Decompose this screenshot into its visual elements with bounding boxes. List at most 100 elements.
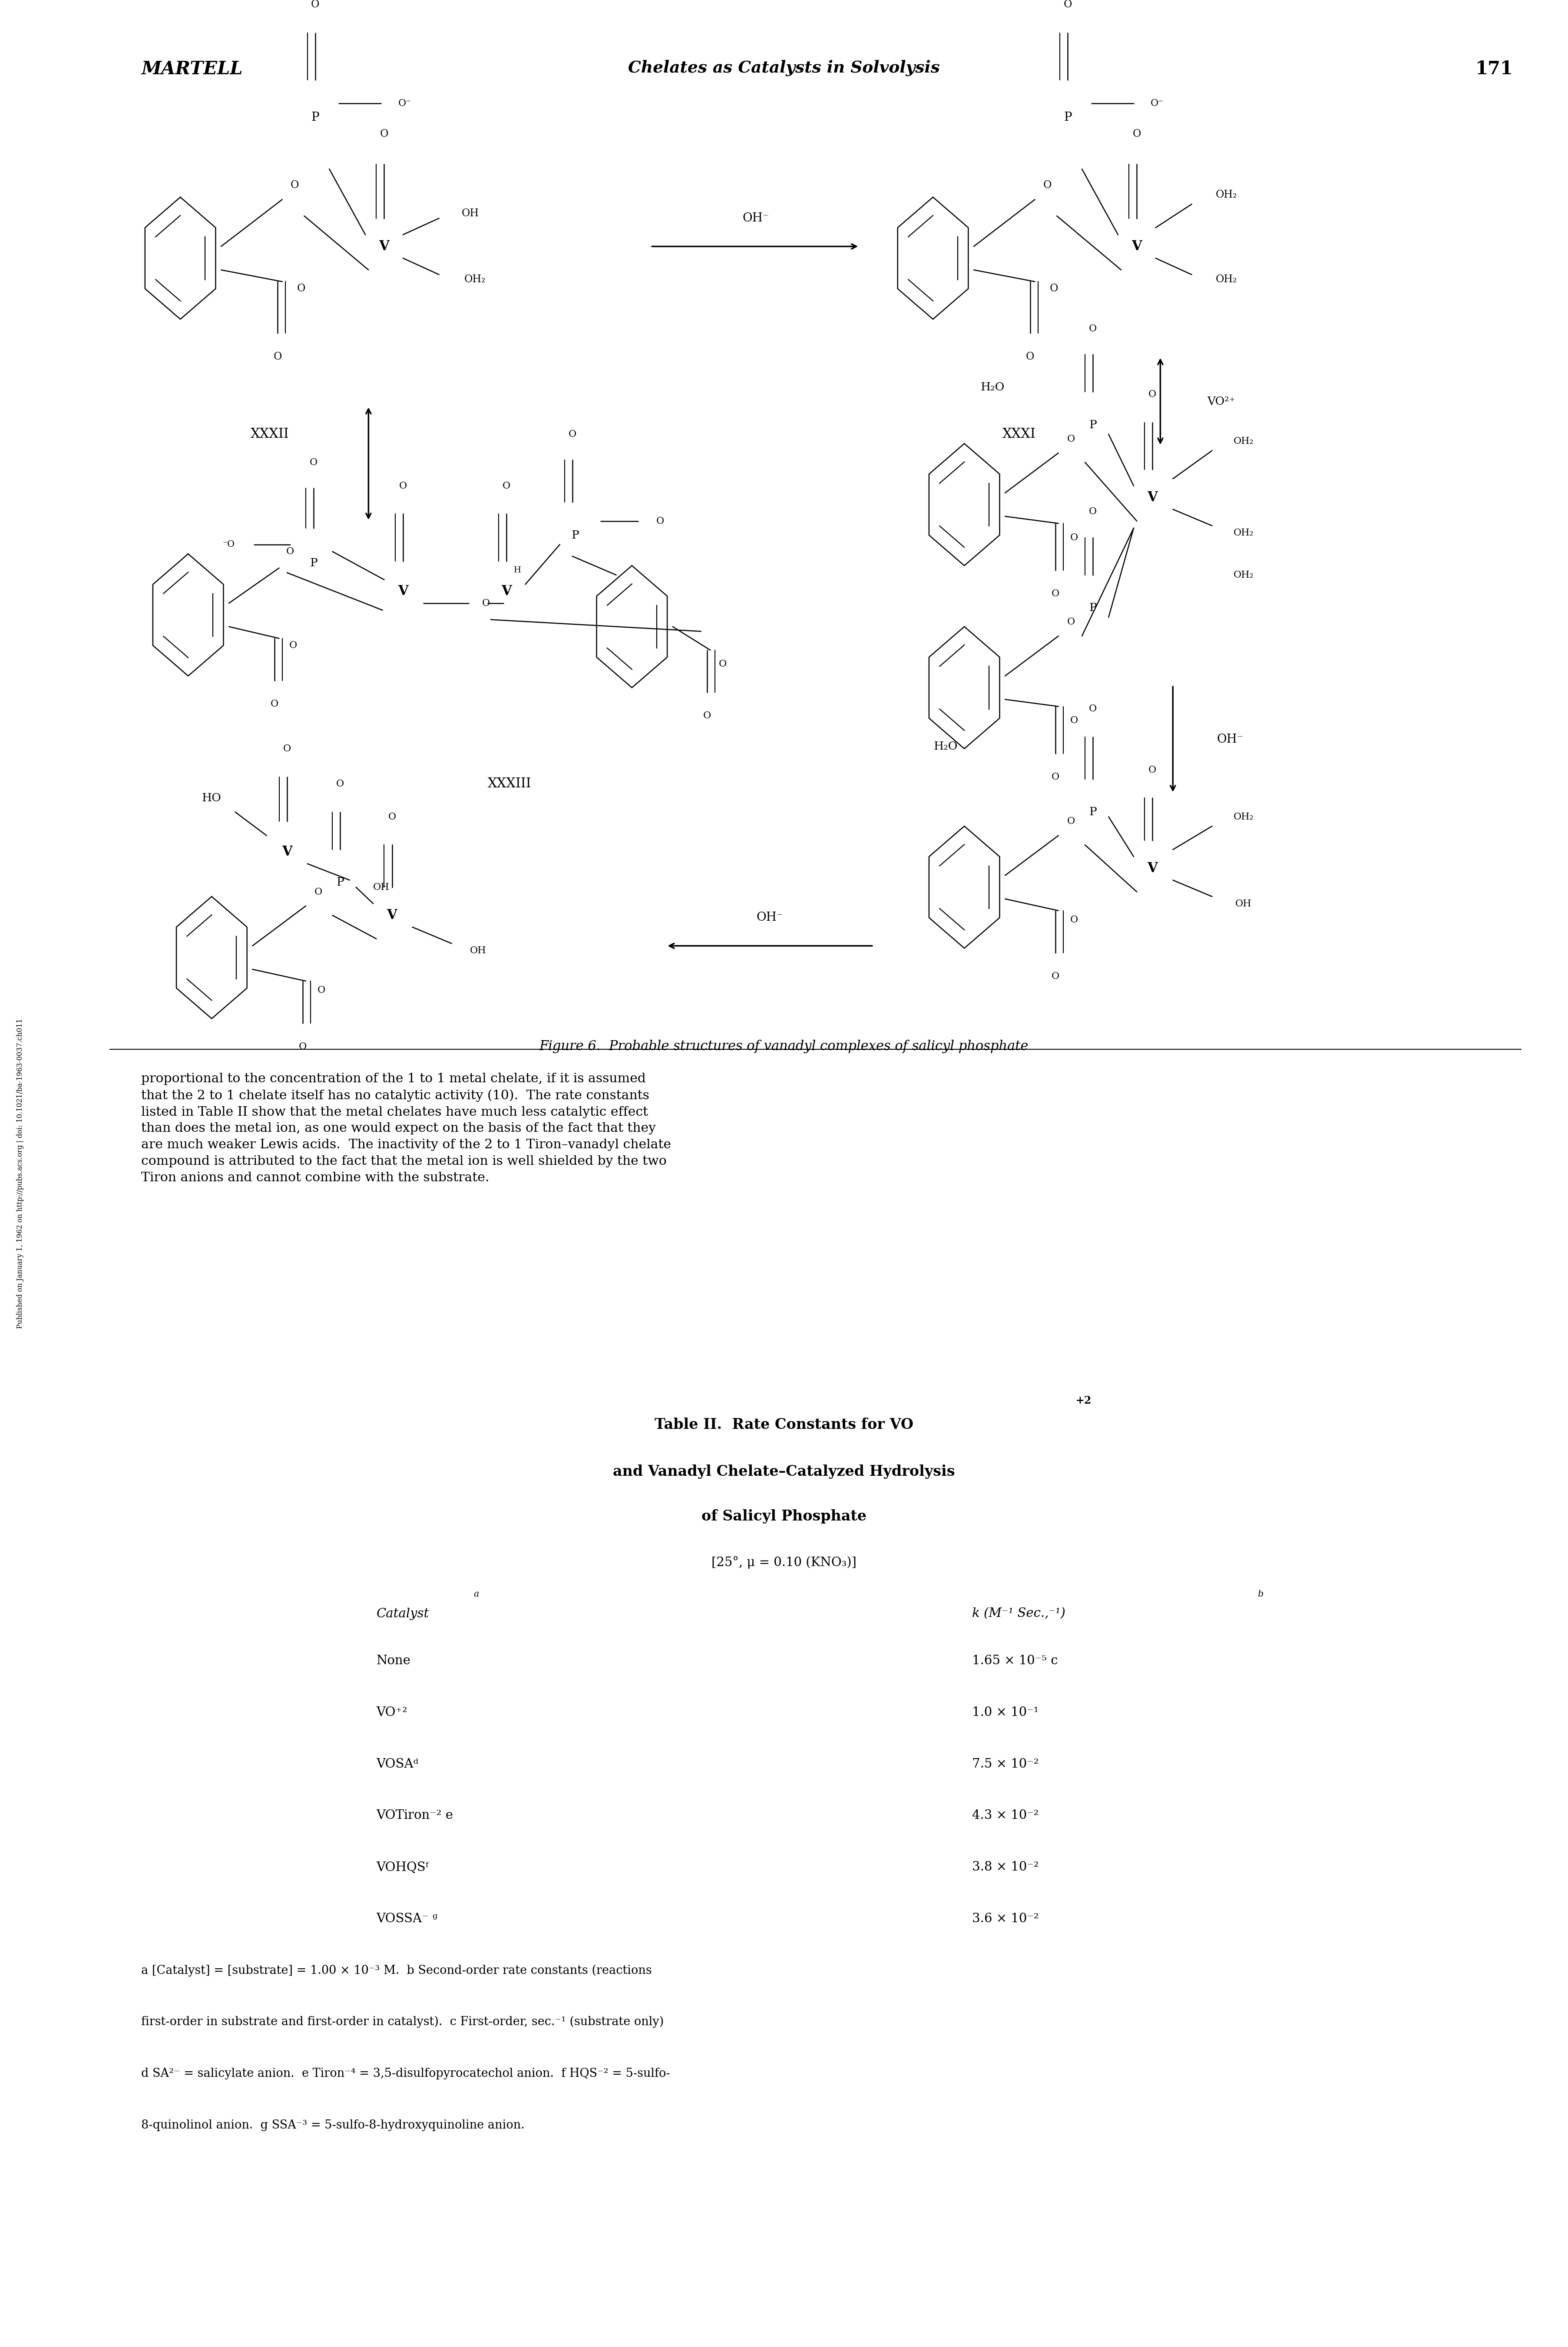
- Text: Table II.  Rate Constants for VO: Table II. Rate Constants for VO: [654, 1418, 914, 1432]
- Text: MARTELL: MARTELL: [141, 59, 243, 77]
- Text: 7.5 × 10⁻²: 7.5 × 10⁻²: [972, 1758, 1040, 1770]
- Text: OH₂: OH₂: [1234, 437, 1253, 446]
- Text: H₂O: H₂O: [980, 383, 1005, 392]
- Text: V: V: [387, 908, 397, 922]
- Text: XXXIII: XXXIII: [488, 777, 532, 791]
- Text: VO⁺²: VO⁺²: [376, 1706, 408, 1718]
- Text: ⁻O: ⁻O: [223, 540, 235, 549]
- Text: first-order in substrate and first-order in catalyst).  c First-order, sec.⁻¹ (s: first-order in substrate and first-order…: [141, 2016, 663, 2028]
- Text: O: O: [1051, 589, 1060, 598]
- Text: O: O: [379, 129, 389, 138]
- Text: O: O: [317, 986, 326, 995]
- Text: O: O: [1051, 972, 1060, 981]
- Text: 171: 171: [1475, 59, 1513, 77]
- Text: VOHQSᶠ: VOHQSᶠ: [376, 1861, 428, 1873]
- Text: 3.8 × 10⁻²: 3.8 × 10⁻²: [972, 1861, 1040, 1873]
- Text: O: O: [1066, 817, 1076, 826]
- Text: VO²⁺: VO²⁺: [1207, 397, 1236, 406]
- Text: P: P: [572, 530, 579, 540]
- Text: Chelates as Catalysts in Solvolysis: Chelates as Catalysts in Solvolysis: [629, 59, 939, 75]
- Text: O: O: [290, 181, 299, 190]
- Text: O⁻: O⁻: [1151, 99, 1163, 108]
- Text: H₂O: H₂O: [933, 742, 958, 751]
- Text: O: O: [718, 660, 728, 669]
- Text: Catalyst: Catalyst: [376, 1608, 430, 1619]
- Text: O: O: [568, 430, 577, 439]
- Text: OH₂: OH₂: [1234, 570, 1253, 580]
- Text: O: O: [502, 481, 511, 491]
- Text: +2: +2: [1076, 1396, 1091, 1406]
- Text: O: O: [481, 598, 491, 608]
- Text: O: O: [1025, 352, 1035, 361]
- Text: b: b: [1258, 1589, 1264, 1598]
- Text: VOSAᵈ: VOSAᵈ: [376, 1758, 419, 1770]
- Text: and Vanadyl Chelate–Catalyzed Hydrolysis: and Vanadyl Chelate–Catalyzed Hydrolysis: [613, 1465, 955, 1479]
- Text: proportional to the concentration of the 1 to 1 metal chelate, if it is assumed
: proportional to the concentration of the…: [141, 1073, 671, 1183]
- Text: O: O: [1148, 765, 1157, 775]
- Text: 8-quinolinol anion.  g SSA⁻³ = 5-sulfo-8-hydroxyquinoline anion.: 8-quinolinol anion. g SSA⁻³ = 5-sulfo-8-…: [141, 2119, 525, 2131]
- Text: H: H: [514, 566, 521, 575]
- Text: O: O: [309, 458, 318, 467]
- Text: O: O: [1088, 704, 1098, 713]
- Text: OH⁻: OH⁻: [742, 214, 770, 223]
- Text: VOTiron⁻² e: VOTiron⁻² e: [376, 1810, 453, 1821]
- Text: XXXI: XXXI: [1002, 427, 1036, 441]
- Text: O: O: [1069, 915, 1079, 925]
- Text: O: O: [289, 641, 298, 650]
- Text: OH₂: OH₂: [1234, 812, 1253, 821]
- Text: OH₂: OH₂: [464, 275, 486, 284]
- Text: P: P: [310, 113, 320, 122]
- Text: XXXII: XXXII: [251, 427, 289, 441]
- Text: O: O: [1088, 324, 1098, 333]
- Text: O: O: [285, 547, 295, 556]
- Text: P: P: [1090, 603, 1096, 613]
- Text: Published on January 1, 1962 on http://pubs.acs.org | doi: 10.1021/ba-1963-0037.: Published on January 1, 1962 on http://p…: [17, 1019, 24, 1328]
- Text: O: O: [1051, 772, 1060, 782]
- Text: O: O: [273, 352, 282, 361]
- Text: O: O: [1148, 390, 1157, 399]
- Text: k (M⁻¹ Sec.,⁻¹): k (M⁻¹ Sec.,⁻¹): [972, 1608, 1066, 1619]
- Text: V: V: [282, 845, 292, 859]
- Text: d SA²⁻ = salicylate anion.  e Tiron⁻⁴ = 3,5-disulfopyrocatechol anion.  f HQS⁻² : d SA²⁻ = salicylate anion. e Tiron⁻⁴ = 3…: [141, 2068, 670, 2079]
- Text: O: O: [655, 516, 665, 526]
- Text: O: O: [1069, 533, 1079, 542]
- Text: O: O: [310, 0, 320, 9]
- Text: O: O: [1049, 284, 1058, 293]
- Text: OH: OH: [470, 946, 486, 955]
- Text: HO: HO: [202, 793, 221, 803]
- Text: O: O: [1088, 507, 1098, 516]
- Text: O: O: [336, 779, 345, 789]
- Text: V: V: [502, 584, 511, 598]
- Text: OH₂: OH₂: [1215, 190, 1237, 199]
- Text: OH: OH: [1236, 899, 1251, 908]
- Text: OH⁻: OH⁻: [1217, 735, 1243, 744]
- Text: 1.65 × 10⁻⁵ c: 1.65 × 10⁻⁵ c: [972, 1655, 1058, 1666]
- Text: 4.3 × 10⁻²: 4.3 × 10⁻²: [972, 1810, 1040, 1821]
- Text: O: O: [398, 481, 408, 491]
- Text: O: O: [314, 887, 323, 897]
- Text: OH: OH: [373, 882, 389, 892]
- Text: of Salicyl Phosphate: of Salicyl Phosphate: [701, 1509, 867, 1523]
- Text: O: O: [298, 1042, 307, 1051]
- Text: OH₂: OH₂: [1215, 275, 1237, 284]
- Text: O⁻: O⁻: [398, 99, 411, 108]
- Text: V: V: [1132, 239, 1142, 253]
- Text: O: O: [1043, 181, 1052, 190]
- Text: [25°, μ = 0.10 (KNO₃)]: [25°, μ = 0.10 (KNO₃)]: [712, 1556, 856, 1568]
- Text: P: P: [1090, 807, 1096, 817]
- Text: OH: OH: [461, 209, 480, 218]
- Text: Figure 6.  Probable structures of vanadyl complexes of salicyl phosphate: Figure 6. Probable structures of vanadyl…: [539, 1040, 1029, 1054]
- Text: V: V: [398, 584, 408, 598]
- Text: O: O: [1063, 0, 1073, 9]
- Text: 3.6 × 10⁻²: 3.6 × 10⁻²: [972, 1913, 1040, 1925]
- Text: OH₂: OH₂: [1234, 528, 1253, 537]
- Text: O: O: [1132, 129, 1142, 138]
- Text: VOSSA⁻ ᵍ: VOSSA⁻ ᵍ: [376, 1913, 437, 1925]
- Text: O: O: [1066, 434, 1076, 444]
- Text: V: V: [1148, 861, 1157, 875]
- Text: O: O: [282, 744, 292, 753]
- Text: P: P: [310, 559, 317, 568]
- Text: 1.0 × 10⁻¹: 1.0 × 10⁻¹: [972, 1706, 1038, 1718]
- Text: O: O: [1066, 617, 1076, 627]
- Text: P: P: [1063, 113, 1073, 122]
